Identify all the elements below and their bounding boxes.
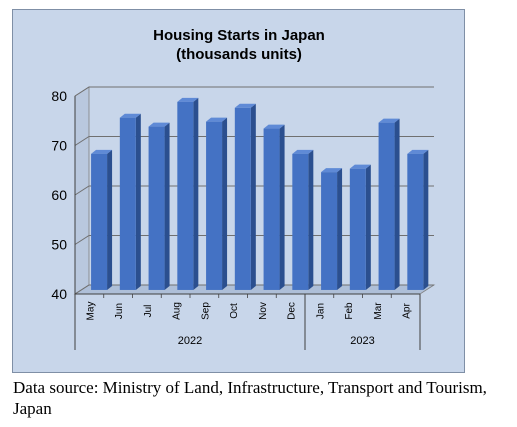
x-tick-label: May bbox=[85, 302, 96, 321]
bar-side bbox=[135, 113, 141, 290]
chart-title-line-2: (thousands units) bbox=[176, 46, 302, 63]
x-tick-label: Jul bbox=[143, 305, 154, 318]
bar-top bbox=[321, 168, 343, 173]
bar-side bbox=[107, 149, 113, 290]
y-tick-label: 80 bbox=[51, 88, 67, 104]
y-tick-label: 60 bbox=[51, 187, 67, 203]
bar-top bbox=[292, 149, 314, 154]
year-group-label: 2022 bbox=[178, 335, 202, 347]
bar-top bbox=[206, 117, 228, 122]
bar-side bbox=[394, 118, 400, 290]
x-tick-label: Dec bbox=[287, 302, 298, 320]
bar-top bbox=[349, 164, 371, 169]
bar-top bbox=[407, 149, 429, 154]
y-tick-label: 50 bbox=[51, 237, 67, 253]
bar-chart: Housing Starts in Japan (thousands units… bbox=[51, 27, 436, 350]
bar-top bbox=[148, 122, 170, 127]
bar bbox=[292, 153, 309, 290]
bar bbox=[321, 172, 338, 290]
bar-side bbox=[279, 124, 285, 290]
bar-side bbox=[365, 164, 371, 290]
x-tick-label: Feb bbox=[344, 302, 355, 320]
x-tick-label: Aug bbox=[172, 302, 183, 320]
gridline bbox=[74, 284, 434, 295]
bar-side bbox=[337, 168, 343, 290]
bar bbox=[349, 168, 366, 290]
bar-top bbox=[263, 124, 285, 129]
bar bbox=[378, 122, 395, 290]
bar-top bbox=[119, 113, 141, 118]
gridline bbox=[74, 185, 434, 196]
x-tick-label: Nov bbox=[258, 302, 269, 320]
bar bbox=[234, 107, 251, 290]
plot-area: 80 70 60 50 40 May Jun Jul Aug Sep Oct Nov Dec Jan Feb… bbox=[51, 86, 436, 350]
bar-side bbox=[164, 122, 170, 290]
bar-side bbox=[193, 97, 199, 290]
x-tick-label: Jun bbox=[114, 303, 125, 319]
y-tick-label: 40 bbox=[51, 286, 67, 302]
chart-panel: Housing Starts in Japan (thousands units… bbox=[12, 9, 465, 373]
gridline bbox=[74, 136, 434, 146]
bar bbox=[148, 126, 165, 290]
x-tick-label: Sep bbox=[200, 302, 211, 320]
bar-top bbox=[177, 97, 199, 102]
gridline bbox=[74, 235, 434, 245]
data-source-note: Data source: Ministry of Land, Infrastru… bbox=[13, 378, 487, 418]
y-tick-label: 70 bbox=[51, 138, 67, 154]
x-tick-label: Jan bbox=[315, 303, 326, 319]
x-tick-label: Apr bbox=[402, 303, 413, 319]
bar-side bbox=[250, 103, 256, 290]
bar bbox=[407, 153, 424, 290]
bar-top bbox=[91, 149, 113, 154]
bar bbox=[177, 101, 194, 290]
bar-top bbox=[234, 103, 256, 108]
x-tick-label: Oct bbox=[229, 303, 240, 319]
gridline bbox=[74, 86, 434, 97]
bar bbox=[206, 121, 223, 290]
bar bbox=[91, 153, 108, 290]
x-tick-label: Mar bbox=[373, 302, 384, 320]
bar-top bbox=[378, 118, 400, 123]
bar bbox=[263, 128, 280, 290]
bar-side bbox=[423, 149, 429, 290]
year-group-label: 2023 bbox=[350, 335, 374, 347]
bar bbox=[119, 117, 136, 290]
bar-side bbox=[222, 117, 228, 290]
bar-side bbox=[308, 149, 314, 290]
chart-title-line-1: Housing Starts in Japan bbox=[153, 27, 325, 44]
